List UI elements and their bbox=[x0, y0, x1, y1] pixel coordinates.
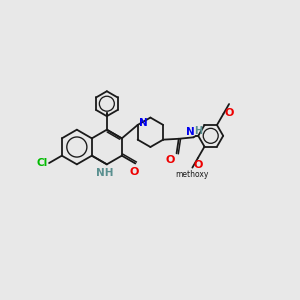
Text: methoxy: methoxy bbox=[175, 170, 208, 179]
Text: O: O bbox=[193, 160, 203, 170]
Text: NH: NH bbox=[96, 168, 113, 178]
Text: N: N bbox=[185, 127, 194, 137]
Text: N: N bbox=[139, 118, 148, 128]
Text: O: O bbox=[165, 154, 175, 164]
Text: O: O bbox=[225, 108, 234, 118]
Text: O: O bbox=[130, 167, 139, 177]
Text: H: H bbox=[194, 125, 202, 136]
Text: Cl: Cl bbox=[36, 158, 48, 168]
